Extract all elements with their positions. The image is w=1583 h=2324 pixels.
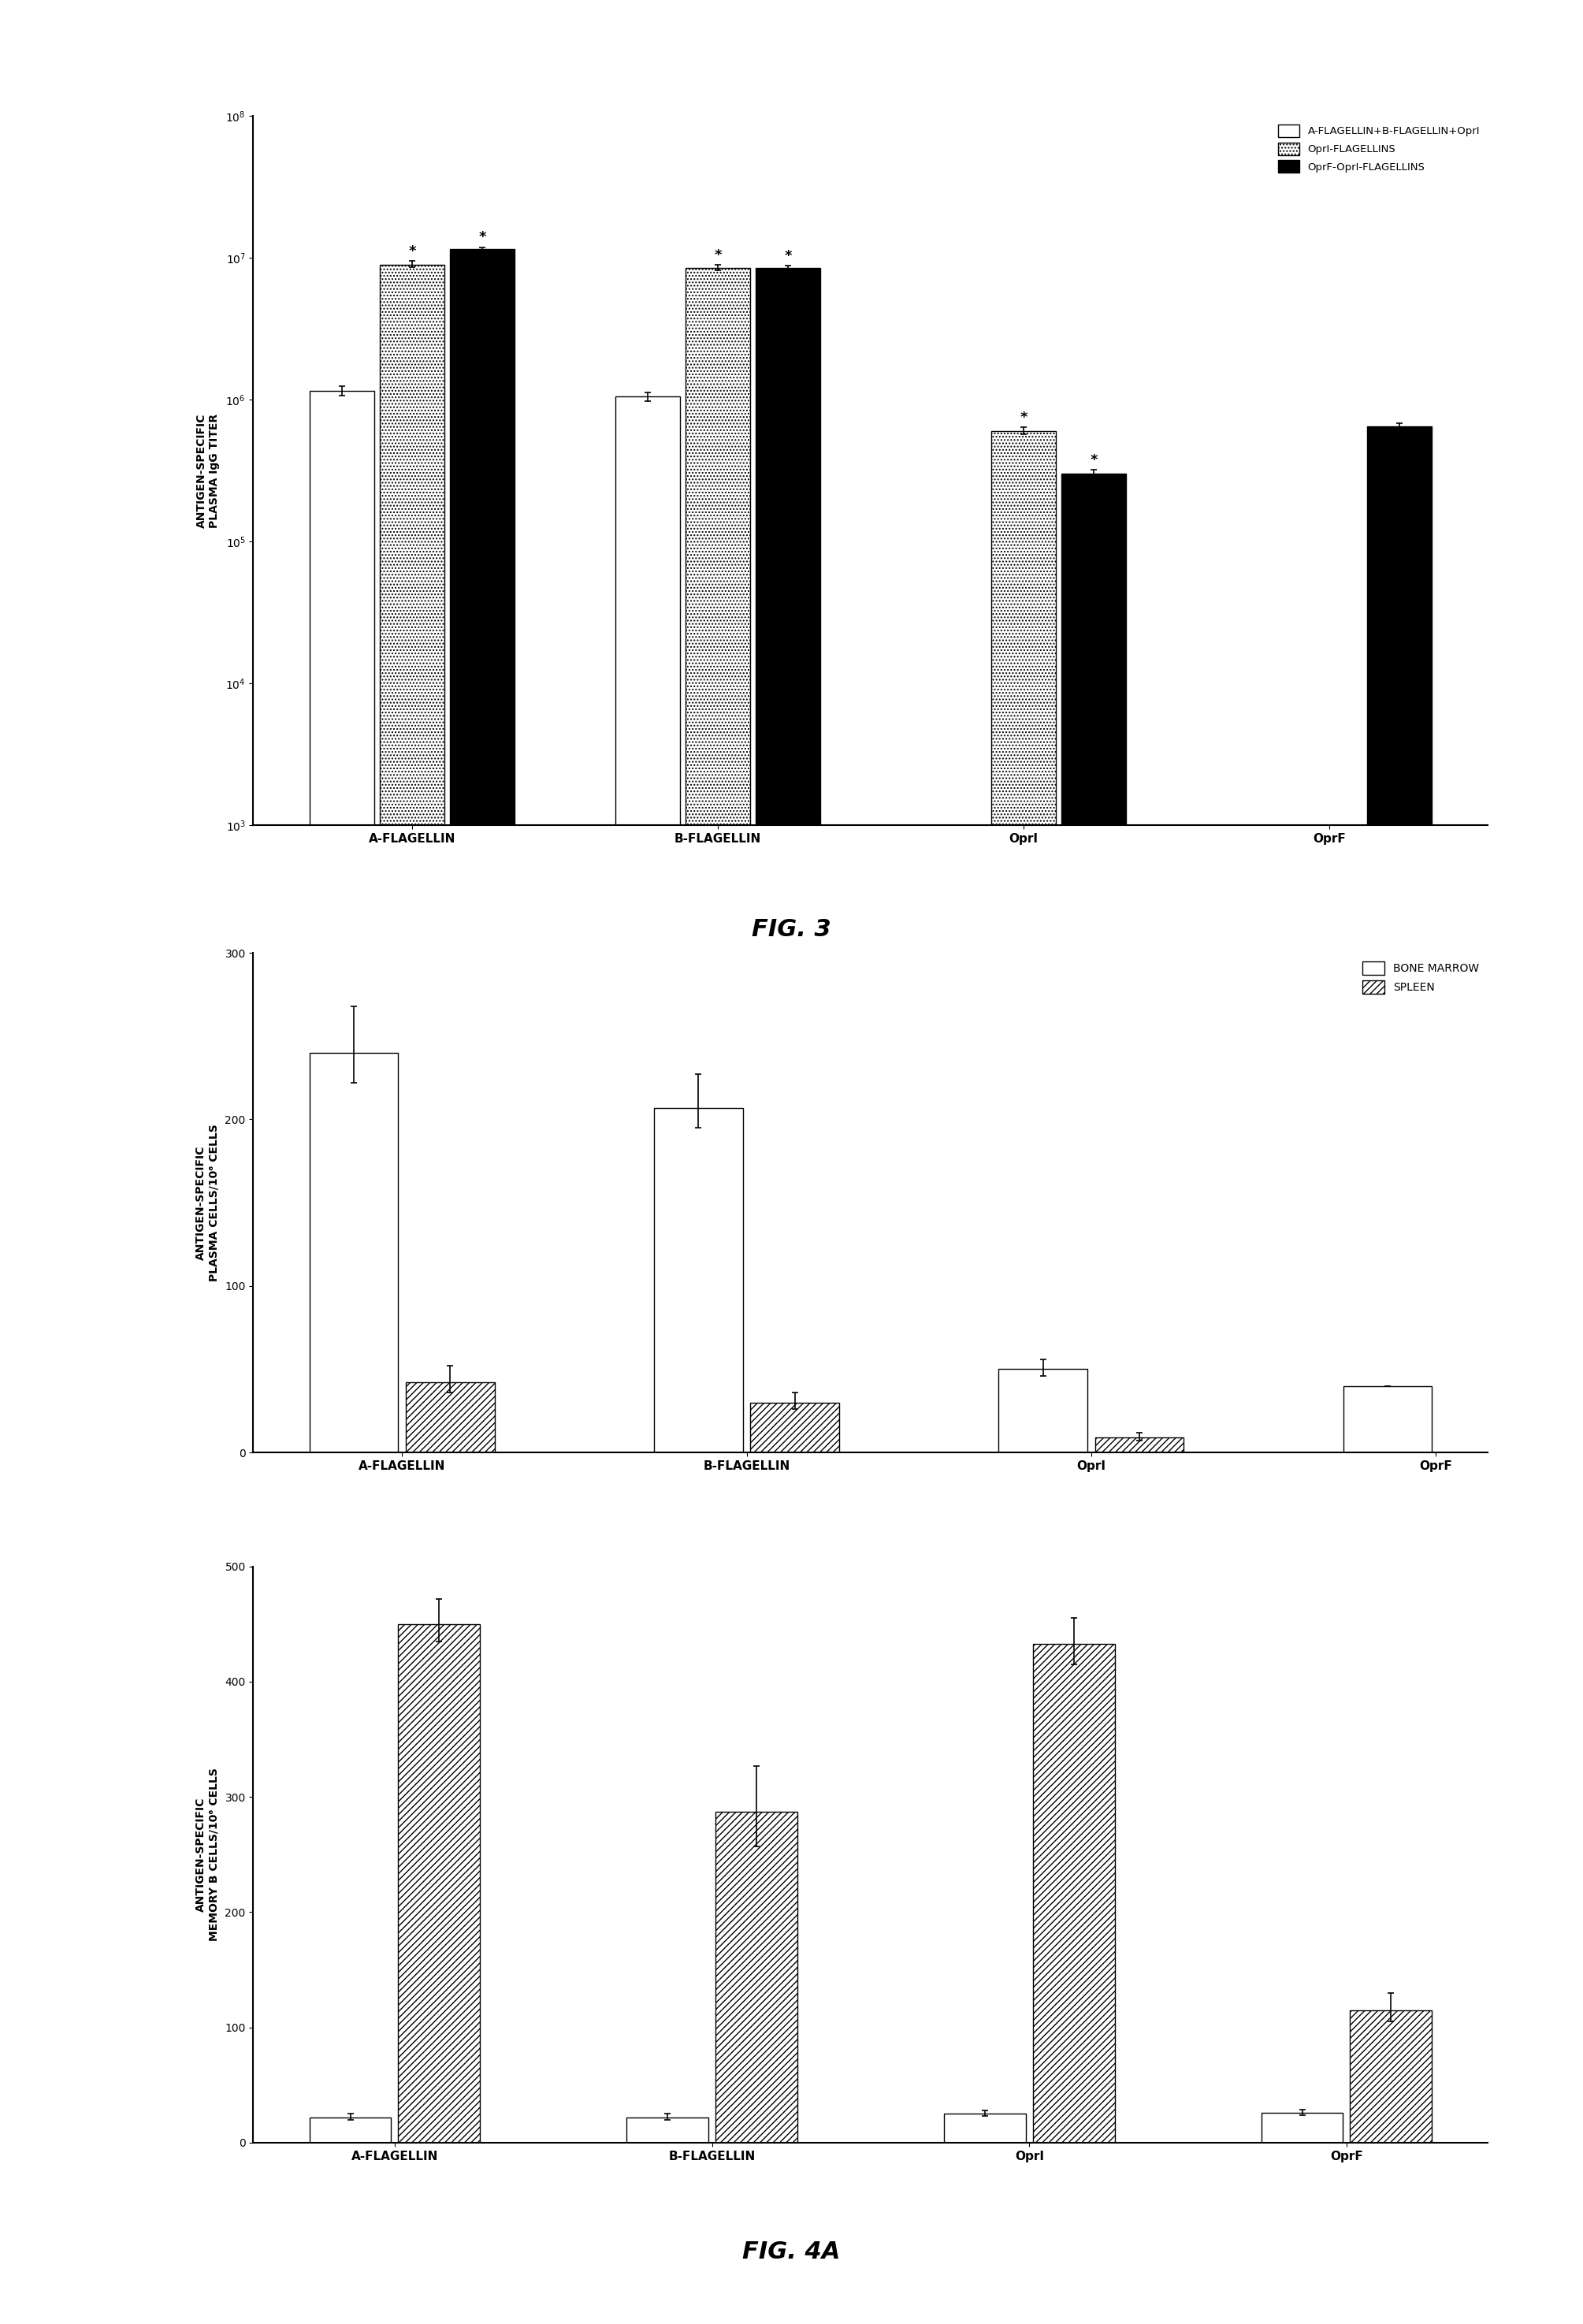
Bar — [627, 2117, 709, 2143]
Bar — [991, 432, 1056, 2324]
Bar — [999, 1369, 1088, 1452]
Bar — [1342, 1385, 1433, 1452]
Bar — [405, 1383, 494, 1452]
Y-axis label: ANTIGEN-SPECIFIC
PLASMA CELLS/10⁶ CELLS: ANTIGEN-SPECIFIC PLASMA CELLS/10⁶ CELLS — [196, 1125, 220, 1281]
Bar — [450, 249, 514, 2324]
Bar — [943, 2115, 1026, 2143]
Text: *: * — [478, 230, 486, 244]
Bar — [1350, 2010, 1433, 2143]
Bar — [1262, 2113, 1342, 2143]
Bar — [750, 1401, 839, 1452]
Bar — [654, 1109, 742, 1452]
Bar — [1062, 474, 1126, 2324]
Legend: A-FLAGELLIN+B-FLAGELLIN+OprI, OprI-FLAGELLINS, OprF-OprI-FLAGELLINS: A-FLAGELLIN+B-FLAGELLIN+OprI, OprI-FLAGE… — [1276, 121, 1483, 177]
Text: FIG. 4A: FIG. 4A — [742, 2240, 841, 2264]
Bar — [755, 267, 820, 2324]
Text: *: * — [784, 249, 792, 263]
Text: *: * — [714, 249, 722, 263]
Legend: BONE MARROW, SPLEEN: BONE MARROW, SPLEEN — [1360, 957, 1483, 997]
Bar — [616, 397, 679, 2324]
Bar — [380, 265, 445, 2324]
Bar — [1032, 1643, 1114, 2143]
Bar — [685, 267, 750, 2324]
Text: FIG. 3: FIG. 3 — [752, 918, 831, 941]
Bar — [399, 1624, 480, 2143]
Bar — [309, 1053, 399, 1452]
Y-axis label: ANTIGEN-SPECIFIC
PLASMA IgG TITER: ANTIGEN-SPECIFIC PLASMA IgG TITER — [196, 414, 220, 528]
Bar — [1368, 425, 1433, 2324]
Bar — [309, 2117, 391, 2143]
Text: *: * — [1019, 411, 1027, 425]
Text: *: * — [1091, 453, 1097, 467]
Y-axis label: ANTIGEN-SPECIFIC
MEMORY B CELLS/10⁶ CELLS: ANTIGEN-SPECIFIC MEMORY B CELLS/10⁶ CELL… — [196, 1769, 220, 1941]
Text: *: * — [408, 244, 416, 258]
Bar — [1095, 1439, 1184, 1452]
Bar — [716, 1813, 798, 2143]
Bar — [309, 390, 374, 2324]
